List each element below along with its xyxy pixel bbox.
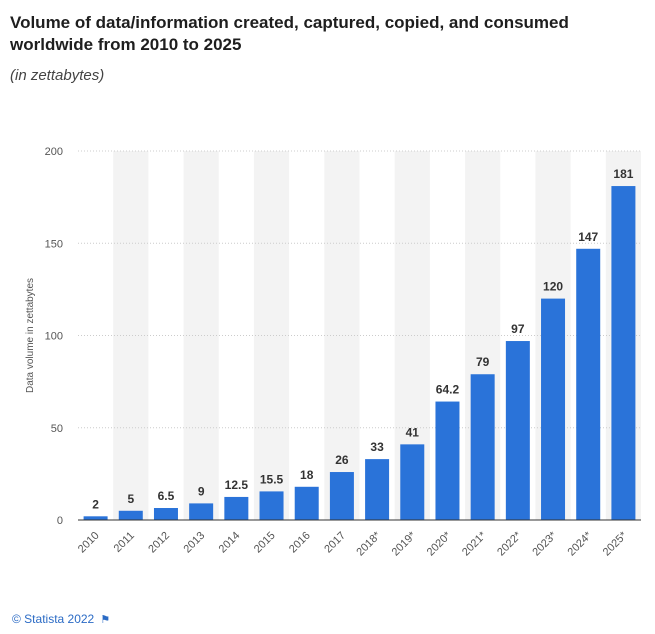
flag-icon[interactable]: ⚑ bbox=[100, 614, 111, 626]
y-tick-label: 150 bbox=[45, 238, 63, 250]
bar bbox=[470, 374, 495, 520]
bar bbox=[189, 503, 214, 520]
data-label: 26 bbox=[335, 453, 349, 467]
bar bbox=[224, 496, 249, 520]
data-label: 5 bbox=[127, 492, 134, 506]
data-label: 41 bbox=[406, 425, 420, 439]
x-tick-label: 2012 bbox=[146, 530, 172, 556]
y-axis-label: Data volume in zettabytes bbox=[25, 278, 36, 393]
bar bbox=[259, 491, 284, 520]
gridlines bbox=[78, 150, 641, 429]
bar-chart: 0 50 100 150 200 Data volume in zettabytes 2… bbox=[25, 146, 641, 558]
x-tick-label: 2014 bbox=[217, 530, 243, 556]
x-tick-label: 2010 bbox=[76, 530, 102, 556]
background-band bbox=[253, 151, 290, 520]
x-tick-label: 2011 bbox=[112, 530, 137, 555]
x-tick-label: 2015 bbox=[252, 530, 278, 556]
data-label: 181 bbox=[613, 167, 633, 181]
x-tick-label: 2016 bbox=[287, 530, 313, 556]
x-tick-label: 2024* bbox=[566, 529, 595, 558]
data-label: 12.5 bbox=[225, 478, 249, 492]
footer: © Statista 2022 ⚑ bbox=[12, 612, 110, 626]
data-label: 6.5 bbox=[158, 489, 175, 503]
data-label: 79 bbox=[476, 355, 490, 369]
x-tick-label: 2021* bbox=[460, 529, 489, 558]
bar bbox=[329, 472, 354, 520]
bar bbox=[153, 508, 178, 520]
y-tick-label: 100 bbox=[45, 331, 63, 343]
x-tick-label: 2020* bbox=[425, 529, 454, 558]
chart-subtitle: (in zettabytes) bbox=[10, 67, 105, 84]
bar bbox=[83, 516, 108, 520]
data-labels: 2 5 6.5 9 12.5 15.5 18 26 33 41 64.2 79 97 120 147 181 bbox=[92, 167, 633, 511]
bar bbox=[118, 510, 143, 520]
copyright-link[interactable]: © Statista 2022 bbox=[12, 612, 95, 626]
data-label: 15.5 bbox=[260, 472, 284, 486]
x-tick-label: 2025* bbox=[601, 529, 630, 558]
x-tick-label: 2019* bbox=[390, 529, 419, 558]
bars bbox=[83, 186, 636, 520]
data-label: 120 bbox=[543, 280, 563, 294]
bar bbox=[294, 486, 319, 520]
x-tick-label: 2013 bbox=[181, 530, 207, 556]
data-label: 2 bbox=[92, 497, 99, 511]
y-axis-ticks: 0 50 100 150 200 bbox=[45, 146, 63, 527]
bar bbox=[611, 186, 636, 520]
x-tick-label: 2018* bbox=[354, 529, 383, 558]
bar bbox=[365, 459, 390, 520]
bar bbox=[400, 444, 425, 520]
bar bbox=[505, 341, 530, 520]
x-tick-label: 2023* bbox=[530, 529, 559, 558]
data-label: 9 bbox=[198, 484, 205, 498]
x-tick-label: 2022* bbox=[495, 529, 524, 558]
y-tick-label: 200 bbox=[45, 146, 63, 158]
y-tick-label: 0 bbox=[57, 515, 63, 527]
y-tick-label: 50 bbox=[51, 423, 63, 435]
bar bbox=[435, 401, 460, 520]
data-label: 97 bbox=[511, 322, 525, 336]
x-tick-label: 2017 bbox=[322, 530, 348, 556]
background-band bbox=[113, 151, 149, 520]
data-label: 33 bbox=[370, 440, 384, 454]
bar bbox=[576, 248, 601, 520]
x-axis-ticks: 2010 2011 2012 2013 2014 2015 2016 2017 2018* 201… bbox=[76, 529, 630, 558]
data-label: 64.2 bbox=[436, 383, 460, 397]
data-label: 18 bbox=[300, 468, 314, 482]
data-label: 147 bbox=[578, 230, 598, 244]
bar bbox=[541, 298, 566, 520]
chart-title: Volume of data/information created, capt… bbox=[10, 13, 569, 54]
